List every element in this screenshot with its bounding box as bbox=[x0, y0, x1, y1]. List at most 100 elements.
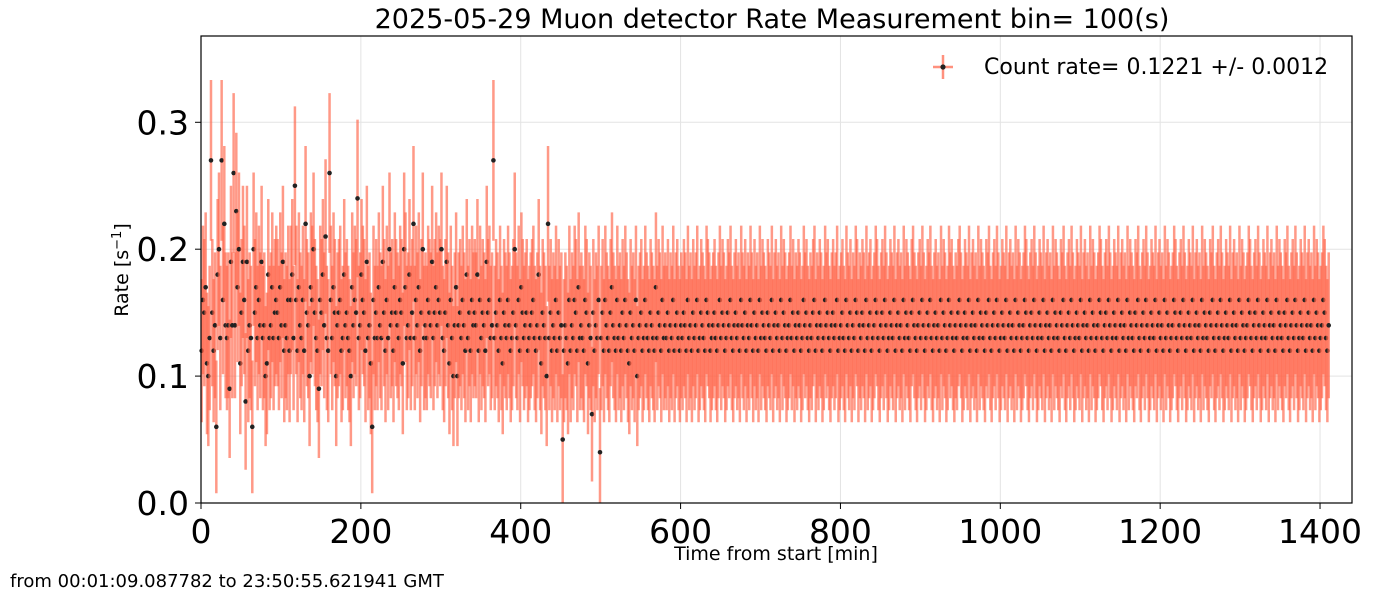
point-marker bbox=[218, 335, 223, 341]
data-point bbox=[385, 265, 391, 411]
plot-area-frame bbox=[200, 35, 1353, 504]
data-point bbox=[559, 252, 564, 399]
point-marker bbox=[560, 437, 565, 442]
point-marker bbox=[236, 246, 242, 252]
y-axis-label: Rate [s−1] bbox=[110, 223, 133, 317]
point-marker bbox=[292, 183, 298, 189]
point-marker bbox=[327, 170, 332, 176]
data-points bbox=[199, 79, 1332, 503]
data-point bbox=[489, 252, 495, 399]
data-point bbox=[369, 360, 375, 494]
data-point bbox=[439, 172, 444, 326]
point-marker bbox=[227, 386, 232, 392]
point-marker bbox=[231, 170, 236, 176]
point-marker bbox=[597, 449, 603, 455]
data-point bbox=[244, 185, 250, 338]
data-point bbox=[512, 172, 518, 326]
data-point bbox=[249, 360, 255, 494]
data-point bbox=[400, 292, 406, 435]
x-tick-label: 400 bbox=[489, 512, 552, 551]
point-marker bbox=[234, 208, 239, 214]
y-tick-label: 0.0 bbox=[137, 484, 189, 523]
point-marker bbox=[363, 348, 368, 354]
data-point bbox=[348, 306, 354, 447]
point-marker bbox=[369, 424, 375, 430]
y-tick-label: 0.1 bbox=[137, 357, 189, 396]
data-point bbox=[234, 132, 239, 290]
data-point bbox=[483, 279, 488, 423]
point-marker bbox=[248, 335, 254, 341]
chart-title: 2025-05-29 Muon detector Rate Measuremen… bbox=[375, 4, 1170, 35]
data-point bbox=[243, 333, 248, 470]
point-marker bbox=[249, 424, 255, 430]
point-marker bbox=[264, 361, 270, 366]
data-point bbox=[280, 185, 286, 338]
point-marker bbox=[387, 246, 392, 252]
point-marker bbox=[325, 348, 331, 354]
legend-label: Count rate= 0.1221 +/- 0.0012 bbox=[984, 55, 1328, 80]
point-marker bbox=[243, 399, 248, 404]
data-point bbox=[212, 252, 218, 399]
data-point bbox=[409, 239, 415, 387]
data-point bbox=[216, 172, 222, 326]
data-point bbox=[259, 185, 264, 338]
point-marker bbox=[208, 158, 214, 163]
point-marker bbox=[411, 221, 416, 227]
data-point bbox=[323, 159, 328, 314]
x-tick-label: 1400 bbox=[1278, 512, 1362, 551]
data-point bbox=[248, 265, 254, 411]
point-marker bbox=[353, 310, 359, 315]
data-point bbox=[208, 79, 214, 241]
point-marker bbox=[596, 297, 601, 303]
point-marker bbox=[219, 158, 224, 163]
data-point bbox=[364, 185, 370, 338]
data-point bbox=[633, 225, 639, 375]
point-marker bbox=[409, 310, 415, 315]
point-marker bbox=[323, 234, 328, 239]
point-marker bbox=[216, 246, 222, 252]
data-point bbox=[491, 79, 496, 241]
point-marker bbox=[364, 259, 370, 265]
y-tick-label: 0.3 bbox=[137, 103, 189, 142]
point-marker bbox=[303, 221, 308, 227]
point-marker bbox=[589, 411, 595, 417]
data-point bbox=[429, 185, 435, 338]
point-marker bbox=[491, 158, 496, 163]
data-point bbox=[363, 279, 368, 423]
data-point bbox=[207, 265, 212, 411]
point-marker bbox=[559, 323, 564, 328]
legend: Count rate= 0.1221 +/- 0.0012 bbox=[933, 55, 1328, 80]
data-point bbox=[236, 172, 242, 326]
point-marker bbox=[207, 335, 212, 341]
data-point bbox=[241, 225, 247, 375]
point-marker bbox=[232, 323, 238, 328]
point-marker bbox=[214, 424, 219, 430]
point-marker bbox=[280, 259, 286, 265]
point-marker bbox=[259, 259, 264, 265]
point-marker bbox=[512, 246, 518, 252]
point-marker bbox=[545, 221, 551, 227]
data-point bbox=[325, 279, 331, 423]
point-marker bbox=[544, 373, 550, 379]
data-point bbox=[327, 93, 332, 253]
data-point bbox=[307, 306, 312, 447]
data-point bbox=[588, 265, 593, 411]
data-point bbox=[411, 146, 416, 302]
x-tick-label: 200 bbox=[329, 512, 392, 551]
data-point bbox=[355, 119, 360, 278]
x-axis-label: Time from start [min] bbox=[673, 543, 878, 565]
point-marker bbox=[588, 335, 593, 341]
legend-marker bbox=[940, 64, 946, 70]
data-point bbox=[291, 265, 296, 411]
x-tick-label: 1200 bbox=[1118, 512, 1202, 551]
point-marker bbox=[348, 373, 354, 379]
data-point bbox=[597, 388, 603, 503]
point-marker bbox=[489, 323, 495, 328]
point-marker bbox=[400, 361, 406, 366]
data-point bbox=[387, 172, 392, 326]
data-point bbox=[420, 172, 426, 326]
point-marker bbox=[222, 221, 227, 227]
x-tick-label: 0 bbox=[191, 512, 212, 551]
point-marker bbox=[203, 284, 208, 290]
point-marker bbox=[301, 348, 307, 354]
